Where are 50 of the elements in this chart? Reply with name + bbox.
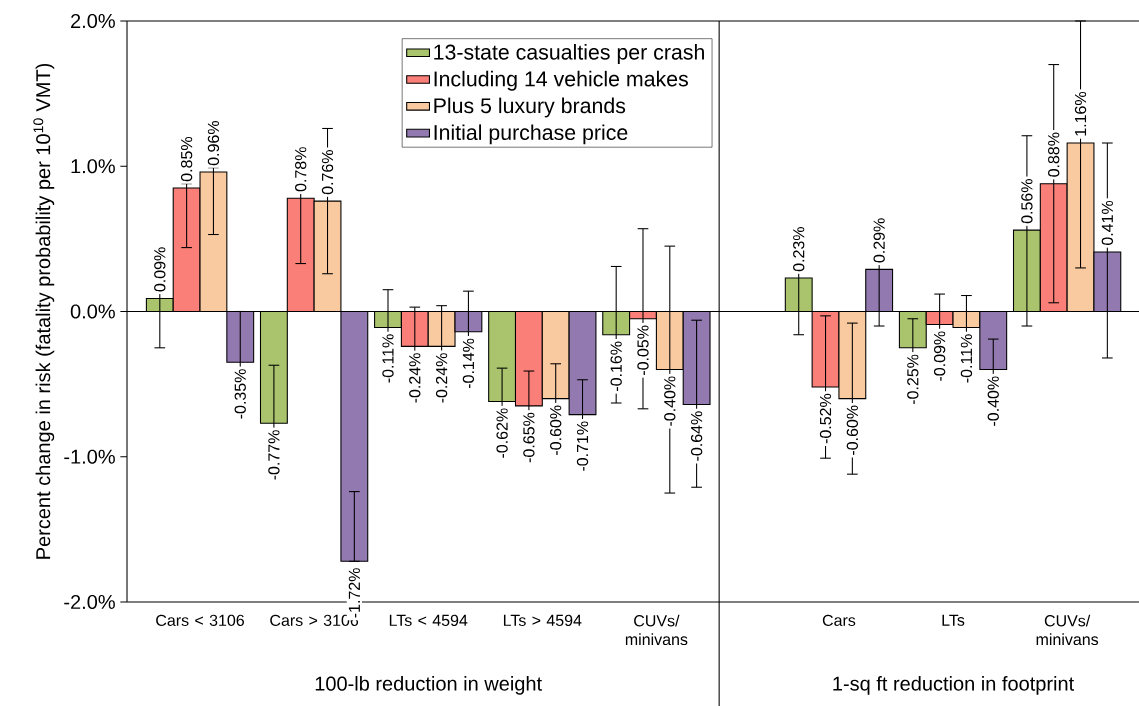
x-tick-label: Cars < 3106 (156, 614, 244, 627)
data-label: -0.16% (610, 341, 622, 391)
data-label: 0.85% (180, 136, 193, 182)
data-label: -0.25% (907, 354, 919, 405)
data-label: -0.77% (268, 430, 280, 480)
data-label: -0.24% (435, 353, 448, 403)
data-label: -0.11% (960, 334, 973, 383)
text: 1-sq ft reduction in footprint (833, 676, 1075, 695)
data-label: 0.23% (793, 227, 805, 272)
legend-label: 13-state casualties per crash (434, 44, 704, 64)
data-label: -0.71% (576, 421, 589, 471)
x-tick-label: LTs < 4594 (389, 614, 468, 627)
y-tick-label: -2.0% (64, 594, 115, 610)
data-label: -0.52% (819, 393, 832, 444)
data-label: 0.29% (873, 218, 885, 263)
data-label: 0.56% (1021, 179, 1033, 224)
data-label: 0.96% (207, 120, 220, 166)
data-label: -0.11% (382, 334, 394, 383)
x-tick-label: LTs > 4594 (503, 614, 582, 627)
legend-label: Initial purchase price (434, 124, 628, 145)
data-label: 0.78% (295, 147, 307, 192)
text: 100-lb reduction in weight (315, 676, 542, 695)
data-label: 0.09% (154, 247, 166, 292)
x-tick-label: CUVs/ minivans (1036, 614, 1099, 646)
data-label: -0.05% (637, 325, 649, 375)
data-label: -0.40% (664, 376, 676, 426)
x-tick-label: Cars (822, 614, 856, 627)
data-label: -0.64% (690, 411, 703, 461)
data-label: -0.60% (550, 405, 562, 455)
y-axis-title: Percent change in risk (fatality probability per 10$^{10}$ VMT) (33, 63, 55, 559)
data-label: 1.16% (1074, 91, 1087, 136)
data-label: -0.65% (523, 412, 535, 463)
data-label: -0.14% (462, 338, 475, 389)
data-label: -0.09% (933, 331, 946, 381)
data-label: 0.41% (1101, 200, 1113, 246)
x-tick-label: LTs (942, 614, 965, 626)
x-tick-label: CUVs/ minivans (625, 614, 688, 646)
data-label: -0.62% (496, 408, 508, 458)
data-label: -0.60% (846, 405, 858, 455)
legend-label: Including 14 vehicle makes (434, 70, 688, 91)
data-label: 0.76% (321, 150, 334, 195)
data-label: -0.24% (409, 353, 421, 403)
y-tick-label: 0.0% (70, 304, 115, 319)
y-tick-label: -1.0% (64, 449, 115, 464)
data-label: 0.88% (1048, 132, 1060, 177)
legend-label: Plus 5 luxury brands (434, 97, 626, 118)
data-label: -0.40% (987, 376, 999, 426)
y-tick-label: 2.0% (71, 13, 115, 29)
y-tick-label: 1.0% (71, 159, 115, 174)
data-label: -0.35% (234, 369, 246, 419)
